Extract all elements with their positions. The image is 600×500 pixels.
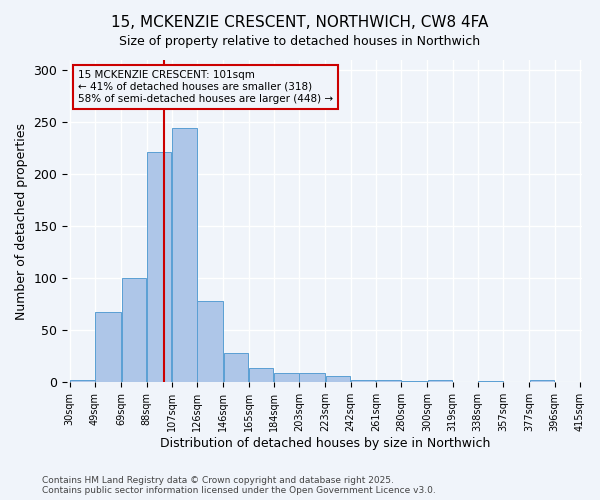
Bar [326,376,350,382]
Bar [172,128,197,382]
Bar [70,380,95,382]
Text: Contains HM Land Registry data © Crown copyright and database right 2025.
Contai: Contains HM Land Registry data © Crown c… [42,476,436,495]
Bar [122,278,146,382]
Bar [530,380,554,382]
Text: 15, MCKENZIE CRESCENT, NORTHWICH, CW8 4FA: 15, MCKENZIE CRESCENT, NORTHWICH, CW8 4F… [112,15,488,30]
Bar [351,380,376,382]
Bar [428,380,452,382]
Bar [197,301,223,382]
Bar [224,353,248,382]
Text: Size of property relative to detached houses in Northwich: Size of property relative to detached ho… [119,35,481,48]
X-axis label: Distribution of detached houses by size in Northwich: Distribution of detached houses by size … [160,437,490,450]
Bar [95,312,121,382]
Bar [376,380,401,382]
Bar [147,152,172,382]
Text: 15 MCKENZIE CRESCENT: 101sqm
← 41% of detached houses are smaller (318)
58% of s: 15 MCKENZIE CRESCENT: 101sqm ← 41% of de… [78,70,333,104]
Bar [249,368,274,382]
Bar [274,373,299,382]
Bar [299,373,325,382]
Y-axis label: Number of detached properties: Number of detached properties [15,122,28,320]
